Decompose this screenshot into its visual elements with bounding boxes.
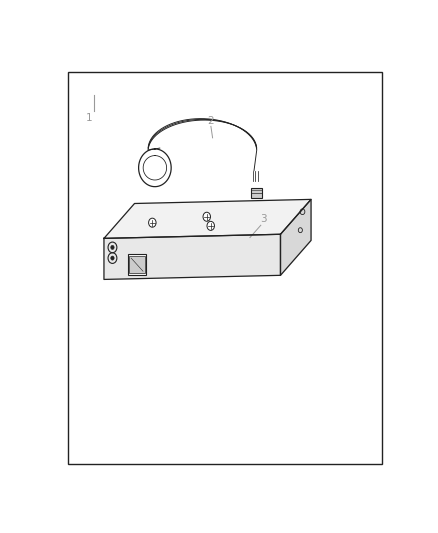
Polygon shape [104, 235, 280, 279]
FancyBboxPatch shape [128, 254, 146, 276]
Polygon shape [280, 199, 311, 276]
Text: 1: 1 [85, 113, 92, 123]
Text: 2: 2 [208, 116, 214, 126]
Polygon shape [138, 149, 171, 187]
Text: 3: 3 [260, 214, 267, 224]
Circle shape [111, 245, 114, 249]
Circle shape [203, 212, 211, 221]
Circle shape [111, 256, 114, 260]
Bar [251, 188, 262, 198]
Circle shape [148, 218, 156, 227]
Bar [130, 256, 145, 273]
Circle shape [207, 221, 215, 230]
Polygon shape [104, 199, 311, 238]
